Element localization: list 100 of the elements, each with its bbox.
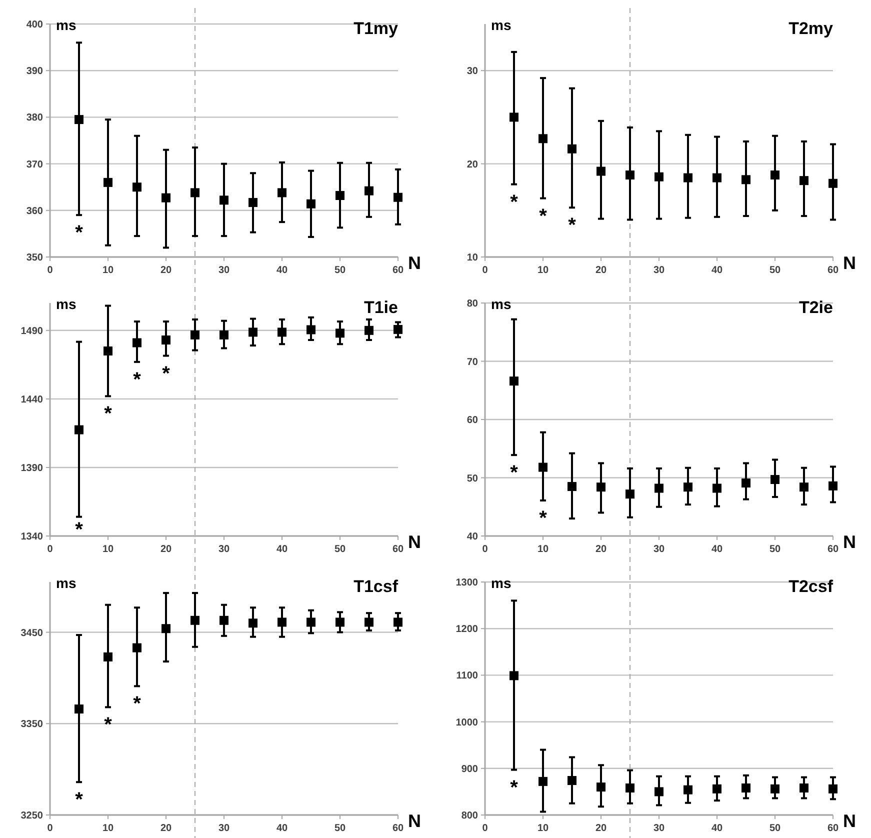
x-tick-label: 10 — [537, 544, 549, 555]
annotation: * — [510, 776, 518, 799]
y-tick-label: 390 — [26, 66, 44, 78]
point — [626, 170, 634, 180]
x-tick-label: 60 — [827, 265, 839, 276]
x-tick-label: 40 — [711, 265, 723, 276]
x-tick-label: 50 — [769, 544, 781, 555]
y-tick-label: 370 — [26, 159, 44, 170]
y-tick-label: 3250 — [20, 810, 44, 822]
y-tick-label: 50 — [466, 473, 478, 484]
point — [626, 490, 634, 499]
chart-title: T2my — [788, 19, 834, 38]
point — [162, 624, 170, 634]
point — [538, 134, 548, 144]
point — [220, 616, 228, 625]
point — [278, 188, 286, 198]
point — [568, 144, 576, 154]
x-tick-label: 0 — [482, 823, 488, 834]
point — [364, 326, 374, 335]
point — [654, 172, 664, 182]
x-tick-label: 20 — [595, 544, 607, 555]
x-tick-label: 40 — [711, 544, 723, 555]
y-tick-label: 3450 — [20, 628, 44, 639]
point — [104, 652, 112, 662]
point — [248, 198, 258, 207]
y-axis-title: ms — [491, 296, 512, 312]
y-tick-label: 380 — [26, 112, 44, 124]
x-tick-label: 50 — [334, 265, 346, 276]
annotation: * — [510, 191, 518, 214]
x-axis-title: N — [843, 811, 856, 831]
x-tick-label: 40 — [276, 823, 288, 834]
x-tick-label: 50 — [769, 265, 781, 276]
x-tick-label: 30 — [653, 544, 665, 555]
point — [800, 482, 808, 492]
point — [770, 784, 780, 794]
x-tick-label: 50 — [334, 823, 346, 834]
x-tick-label: 30 — [218, 544, 230, 555]
point — [220, 330, 228, 340]
point — [684, 785, 692, 794]
y-tick-label: 1000 — [456, 717, 478, 728]
point — [132, 643, 142, 652]
x-tick-label: 10 — [537, 823, 549, 834]
annotation: * — [75, 519, 84, 541]
x-tick-label: 40 — [711, 823, 723, 834]
point — [742, 783, 750, 792]
point — [828, 481, 838, 490]
point — [394, 324, 402, 334]
chart-title: T1ie — [364, 298, 398, 317]
x-tick-label: 50 — [769, 823, 781, 834]
y-tick-label: 1200 — [456, 624, 478, 636]
x-tick-label: 0 — [482, 265, 488, 276]
point — [742, 478, 750, 488]
point — [596, 482, 606, 492]
point — [684, 173, 692, 182]
x-tick-label: 30 — [653, 265, 665, 276]
x-axis-title: N — [843, 253, 856, 273]
x-tick-label: 40 — [276, 544, 288, 555]
annotation: * — [104, 403, 112, 426]
y-tick-label: 900 — [461, 764, 478, 775]
chart-title: T1csf — [354, 577, 398, 596]
point — [190, 188, 200, 198]
x-axis-title: N — [408, 532, 421, 552]
point — [712, 173, 722, 182]
y-tick-label: 1440 — [20, 394, 44, 406]
y-axis-title: ms — [56, 17, 76, 33]
y-axis-title: ms — [491, 575, 512, 591]
annotation: * — [539, 507, 548, 530]
chart-title: T2ie — [798, 298, 833, 317]
point — [684, 482, 692, 492]
y-tick-label: 40 — [466, 532, 478, 542]
x-tick-label: 10 — [102, 823, 114, 834]
point — [162, 336, 170, 345]
annotation: * — [510, 462, 518, 484]
y-axis-title: ms — [491, 17, 512, 33]
point — [190, 330, 200, 340]
point — [394, 192, 402, 202]
point — [248, 328, 258, 337]
x-tick-label: 20 — [160, 265, 172, 276]
y-tick-label: 20 — [466, 159, 478, 170]
x-tick-label: 40 — [276, 265, 288, 276]
annotation: * — [75, 789, 84, 812]
y-tick-label: 1490 — [20, 326, 44, 337]
x-tick-label: 20 — [160, 544, 172, 555]
point — [306, 618, 316, 627]
annotation: * — [133, 368, 142, 391]
y-tick-label: 10 — [466, 252, 478, 264]
y-tick-label: 80 — [466, 298, 478, 310]
point — [654, 787, 664, 796]
point — [132, 182, 142, 192]
point — [220, 196, 228, 205]
point — [800, 783, 808, 792]
point — [74, 425, 84, 434]
point — [336, 190, 344, 200]
x-tick-label: 10 — [537, 265, 549, 276]
y-tick-label: 400 — [26, 20, 44, 30]
y-tick-label: 3350 — [20, 719, 44, 730]
x-tick-label: 0 — [47, 265, 54, 276]
point — [626, 783, 634, 792]
x-tick-label: 30 — [218, 265, 230, 276]
x-tick-label: 0 — [47, 544, 54, 555]
